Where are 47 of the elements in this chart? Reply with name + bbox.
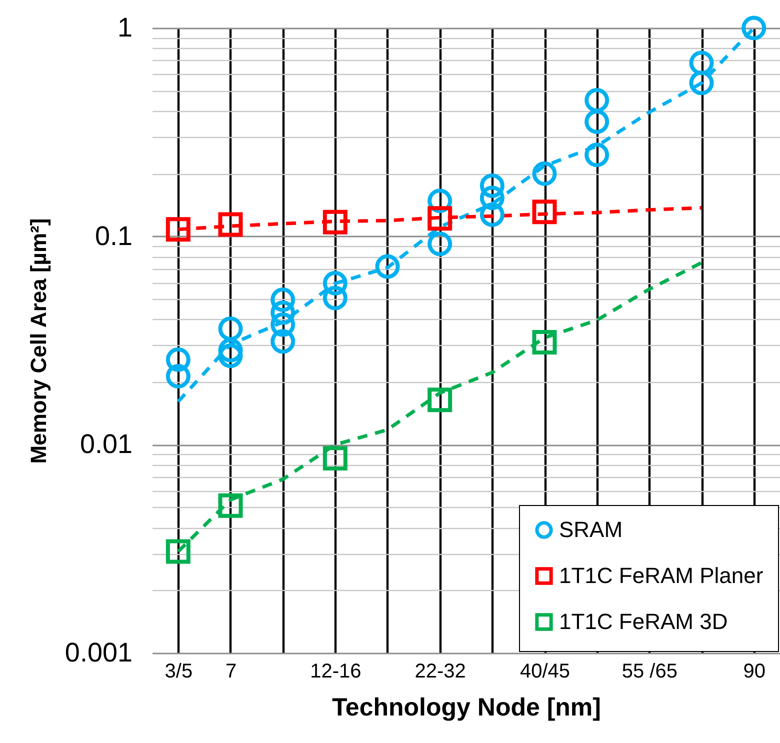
point [532, 330, 557, 355]
point [270, 329, 296, 354]
point [742, 16, 766, 40]
point [689, 50, 714, 76]
legend-label: 1T1C FeRAM Planer [559, 563, 764, 588]
point [584, 142, 610, 168]
point [218, 493, 243, 518]
point [532, 200, 557, 224]
point [584, 109, 610, 134]
point [428, 388, 452, 412]
point [532, 161, 557, 186]
y-tick-label: 0.01 [80, 429, 132, 460]
point [480, 186, 504, 210]
y-tick-label: 0.1 [94, 220, 132, 251]
point [689, 70, 714, 96]
x-tick-label: 12-16 [310, 660, 362, 682]
point [480, 202, 504, 227]
point [270, 312, 296, 337]
point [166, 539, 190, 564]
point [166, 364, 190, 388]
point [270, 288, 296, 312]
x-tick-label: 90 [743, 660, 766, 682]
point [322, 286, 348, 310]
y-tick-label: 0.001 [64, 638, 132, 668]
legend-label: SRAM [559, 517, 623, 542]
x-tick-label: 7 [225, 660, 237, 682]
point [218, 316, 243, 341]
x-tick-label: 40/45 [520, 660, 570, 682]
point [270, 300, 296, 325]
point [166, 217, 190, 242]
y-axis-title: Memory Cell Area [µm²] [26, 218, 51, 464]
point [322, 270, 348, 296]
point [428, 232, 452, 256]
x-tick-label: 3/5 [164, 660, 193, 682]
point [584, 88, 610, 112]
point [322, 446, 348, 471]
x-axis-title: Technology Node [nm] [332, 694, 601, 722]
y-tick-label: 1 [117, 12, 132, 42]
point [218, 212, 243, 237]
point [375, 254, 400, 279]
point [480, 173, 504, 198]
point [428, 206, 452, 231]
x-tick-label: 22-32 [414, 660, 466, 682]
point [322, 210, 348, 234]
point [166, 347, 190, 372]
x-tick-label: 55 /65 [622, 660, 678, 682]
legend-label: 1T1C FeRAM 3D [559, 609, 728, 634]
